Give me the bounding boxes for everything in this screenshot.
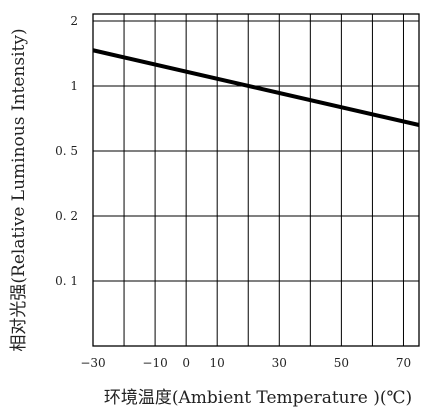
plot-frame xyxy=(92,13,420,347)
x-tick-label: −30 xyxy=(80,356,105,370)
y-tick-label: 1 xyxy=(70,79,78,93)
x-axis-title: 环境温度(Ambient Temperature )(℃) xyxy=(104,388,412,408)
x-tick-label: −10 xyxy=(142,356,167,370)
x-tick-label: 30 xyxy=(272,356,287,370)
x-tick-labels: −30 −10 0 10 30 50 70 xyxy=(80,356,411,370)
y-tick-label: 2 xyxy=(70,14,78,28)
series xyxy=(92,48,420,127)
x-tick-label: 50 xyxy=(334,356,349,370)
x-tick-label: 10 xyxy=(210,356,225,370)
y-tick-label: 0. 2 xyxy=(55,209,78,223)
y-tick-labels: 0. 1 0. 2 0. 5 1 2 xyxy=(55,14,78,288)
y-tick-label: 0. 1 xyxy=(55,274,78,288)
series-line xyxy=(92,48,420,127)
y-tick-label: 0. 5 xyxy=(55,144,78,158)
x-tick-label: 70 xyxy=(396,356,411,370)
grid xyxy=(93,14,419,346)
y-axis-title: 相对光强(Relative Luminous Intensity) xyxy=(9,28,29,351)
x-tick-label: 0 xyxy=(182,356,190,370)
